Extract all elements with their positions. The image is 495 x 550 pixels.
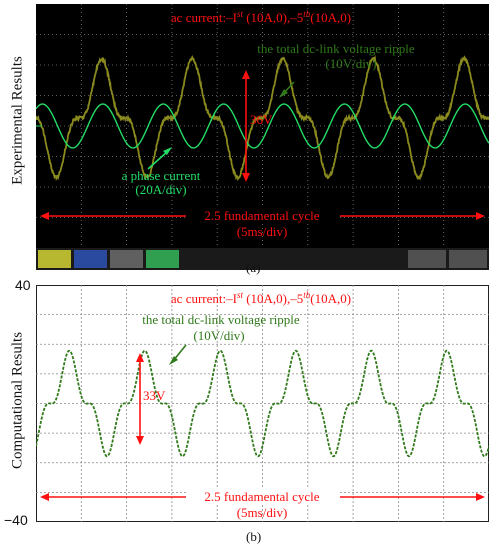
experimental-y-label: Experimental Results — [10, 31, 27, 211]
experimental-amplitude-label: 36V — [250, 112, 273, 127]
computational-cycle-label: 2.5 fundamental cycle — [204, 489, 319, 504]
experimental-cycle-arrow-left — [40, 212, 49, 220]
trigger-readout — [449, 250, 487, 268]
computational-ripple-label: the total dc-link voltage ripple — [142, 312, 300, 327]
experimental-title: ac current:–Ist (10A,0),–5th(10A,0) — [171, 9, 351, 25]
experimental-ripple-label: the total dc-link voltage ripple — [257, 41, 415, 56]
experimental-cycle-scale-label: (5ms/div) — [237, 224, 288, 239]
phase-current-label: a phase current — [122, 168, 201, 183]
phase-current-pointer-arrow — [148, 151, 168, 169]
computational-chart: ac current:–Ist (10A,0),–5th(10A,0) the … — [36, 285, 489, 522]
computational-ytick-bottom: −40 — [4, 512, 28, 528]
computational-ytick-top: 40 — [15, 277, 31, 293]
channel-3-readout — [110, 250, 143, 268]
computational-amplitude-label: 33V — [143, 388, 166, 403]
channel-1-readout — [38, 250, 71, 268]
phase-current-scale-label: (20A/div) — [135, 182, 186, 197]
computational-title: ac current:–Ist (10A,0),–5th(10A,0) — [171, 290, 351, 306]
experimental-ripple-scale-label: (10V/div) — [325, 56, 376, 71]
computational-cycle-arrow-right — [476, 493, 485, 501]
computational-y-label: Computational Results — [10, 303, 27, 499]
channel-4-readout — [146, 250, 179, 268]
computational-plot-area: ac current:–Ist (10A,0),–5th(10A,0) the … — [36, 285, 489, 522]
experimental-amplitude-arrow-top — [242, 70, 250, 79]
experimental-cycle-label: 2.5 fundamental cycle — [204, 208, 319, 223]
computational-ripple-scale-label: (10V/div) — [193, 328, 244, 343]
oscilloscope-screen: ac current:–Ist (10A,0),–5th(10A,0) the … — [36, 4, 489, 248]
computational-amplitude-arrow-top — [136, 353, 144, 362]
experimental-cycle-arrow-right — [476, 212, 485, 220]
panel-b-label: (b) — [246, 529, 261, 545]
computational-cycle-arrow-left — [40, 493, 49, 501]
experimental-amplitude-arrow-bottom — [242, 173, 250, 182]
panel-a-label: (a) — [246, 260, 260, 276]
channel-2-readout — [74, 250, 107, 268]
computational-amplitude-arrow-bottom — [136, 436, 144, 445]
computational-cycle-scale-label: (5ms/div) — [237, 505, 288, 520]
timebase-readout — [408, 250, 446, 268]
experimental-chart: ac current:–Ist (10A,0),–5th(10A,0) the … — [36, 4, 489, 248]
oscilloscope-status-bar — [36, 248, 489, 270]
